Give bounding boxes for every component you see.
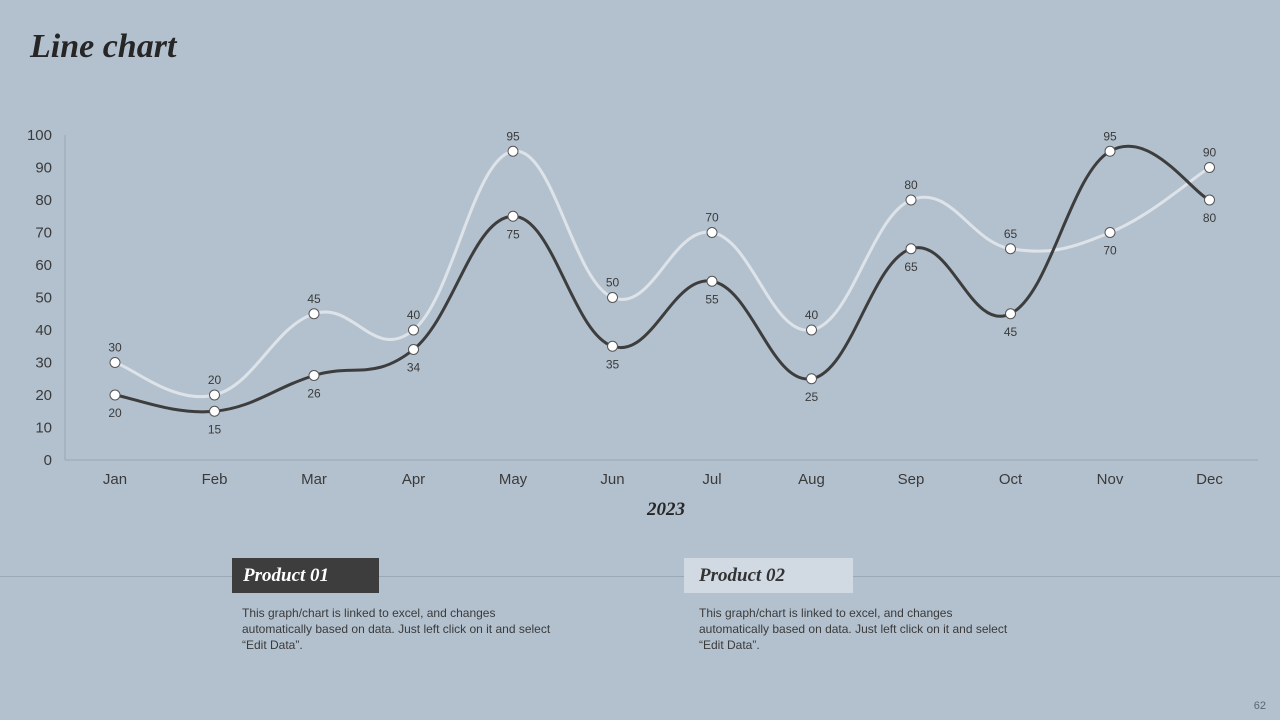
y-tick-label: 50: [35, 290, 52, 307]
y-tick-label: 10: [35, 420, 52, 437]
y-tick-label: 90: [35, 160, 52, 177]
x-tick-label: May: [499, 471, 528, 488]
data-point-product-01: [1005, 308, 1016, 320]
data-label-product-01: 80: [1203, 211, 1217, 225]
data-label-product-01: 95: [1103, 129, 1117, 143]
data-point-product-02: [209, 389, 220, 401]
data-label-product-01: 55: [705, 292, 719, 306]
y-tick-label: 0: [44, 452, 52, 469]
page-number: 62: [1253, 700, 1266, 712]
y-tick-label: 20: [35, 387, 52, 404]
data-label-product-01: 20: [108, 406, 122, 420]
data-point-product-01: [507, 210, 519, 222]
data-point-product-01: [1104, 145, 1116, 157]
y-tick-label: 30: [35, 355, 52, 372]
data-point-product-02: [507, 145, 519, 157]
data-label-product-01: 25: [805, 390, 819, 404]
data-point-product-02: [1204, 162, 1215, 173]
data-label-product-01: 65: [904, 260, 918, 274]
x-tick-label: Jan: [103, 471, 127, 488]
data-label-product-01: 45: [1004, 325, 1018, 339]
data-point-product-02: [1104, 227, 1116, 238]
x-tick-label: Apr: [402, 471, 425, 488]
x-tick-label: Feb: [202, 471, 228, 488]
data-point-product-01: [706, 275, 718, 287]
data-point-product-01: [109, 389, 121, 401]
x-tick-label: Mar: [301, 471, 327, 488]
legend-product-02: Product 02: [684, 558, 853, 593]
data-point-product-02: [607, 292, 618, 303]
x-tick-label: Aug: [798, 471, 825, 488]
y-tick-label: 70: [35, 225, 52, 242]
x-tick-label: Dec: [1196, 471, 1223, 488]
data-label-product-02: 70: [705, 211, 719, 225]
y-tick-label: 80: [35, 192, 52, 209]
data-point-product-01: [308, 370, 320, 381]
data-label-product-02: 40: [805, 308, 819, 322]
data-point-product-01: [905, 243, 917, 255]
data-label-product-01: 34: [407, 361, 421, 375]
series-line-product-01: [113, 144, 1211, 414]
y-tick-label: 60: [35, 257, 52, 274]
data-point-product-02: [905, 194, 917, 206]
data-label-product-01: 35: [606, 357, 620, 371]
data-label-product-02: 70: [1103, 244, 1117, 258]
data-label-product-01: 26: [307, 387, 321, 401]
x-tick-label: Oct: [999, 471, 1023, 488]
data-label-product-01: 15: [208, 422, 222, 436]
x-axis-title: 2023: [647, 499, 685, 520]
data-label-product-02: 20: [208, 373, 222, 387]
line-chart: 0 10 20 30 40 50 60 70 80 90 100 Jan Feb Mar Apr May Jun…: [27, 127, 1258, 488]
data-label-product-02: 50: [606, 276, 620, 290]
y-tick-label: 40: [35, 322, 52, 339]
data-point-product-01: [408, 344, 419, 355]
data-point-product-02: [308, 308, 320, 320]
data-point-product-02: [706, 227, 718, 238]
data-label-product-01: 75: [506, 227, 520, 241]
x-tick-label: Sep: [898, 471, 925, 488]
data-point-product-02: [408, 324, 419, 336]
description-product-01: This graph/chart is linked to excel, and…: [242, 606, 551, 652]
data-label-product-02: 65: [1004, 227, 1018, 241]
data-label-product-02: 90: [1203, 146, 1217, 160]
description-product-02: This graph/chart is linked to excel, and…: [699, 606, 1008, 652]
divider-line: [0, 576, 1280, 577]
x-tick-label: Jun: [600, 471, 624, 488]
data-point-product-02: [109, 357, 121, 368]
y-tick-label: 100: [27, 127, 52, 144]
data-point-product-02: [1005, 243, 1016, 255]
data-point-product-01: [806, 373, 817, 385]
data-label-product-02: 30: [108, 341, 122, 355]
data-label-product-02: 80: [904, 178, 918, 192]
data-point-product-01: [607, 340, 618, 352]
data-point-product-01: [1204, 194, 1215, 206]
data-label-product-02: 95: [506, 129, 520, 143]
x-tick-label: Jul: [702, 471, 721, 488]
data-point-product-01: [209, 405, 220, 417]
legend-product-01: Product 01: [232, 558, 379, 593]
x-tick-label: Nov: [1097, 471, 1124, 488]
series-line-product-02: [113, 149, 1211, 399]
data-label-product-02: 45: [307, 292, 321, 306]
data-point-product-02: [806, 324, 817, 336]
data-label-product-02: 40: [407, 308, 421, 322]
slide-title: Line chart: [30, 28, 177, 65]
